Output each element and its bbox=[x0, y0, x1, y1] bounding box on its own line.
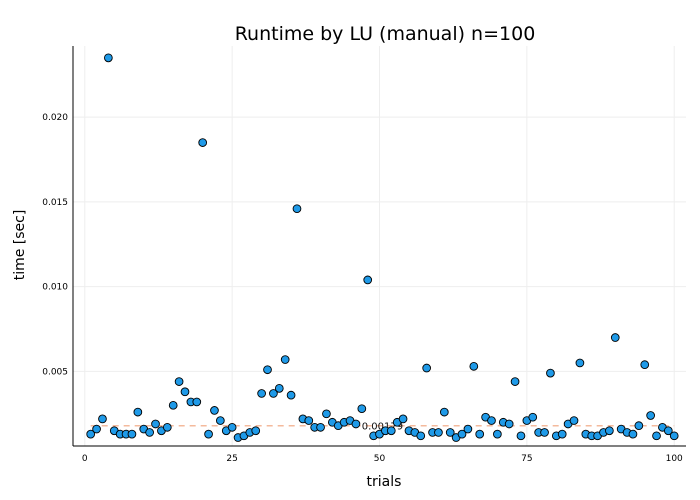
x-tick-label: 75 bbox=[521, 454, 532, 464]
data-point bbox=[304, 416, 314, 425]
data-point bbox=[528, 412, 538, 422]
data-point bbox=[634, 421, 644, 431]
axes bbox=[72, 46, 686, 447]
data-point bbox=[363, 275, 373, 285]
data-point bbox=[322, 409, 331, 419]
y-tick-label: 0.010 bbox=[42, 283, 68, 293]
data-point bbox=[127, 429, 137, 439]
y-tick-label: 0.015 bbox=[42, 198, 68, 208]
x-tick-label: 100 bbox=[666, 454, 683, 464]
data-point bbox=[257, 389, 266, 398]
data-point bbox=[162, 423, 172, 432]
data-point bbox=[174, 377, 184, 386]
data-point bbox=[605, 426, 614, 436]
data-point bbox=[546, 368, 555, 378]
data-point bbox=[92, 424, 101, 434]
data-point bbox=[569, 416, 579, 425]
x-axis-label: trials bbox=[367, 474, 402, 490]
data-point bbox=[628, 429, 638, 439]
y-axis-label: time [sec] bbox=[12, 210, 28, 281]
data-point bbox=[286, 390, 296, 400]
data-point bbox=[669, 431, 679, 441]
data-point bbox=[510, 377, 520, 386]
data-point bbox=[180, 387, 190, 397]
data-point bbox=[269, 389, 278, 398]
data-point bbox=[216, 416, 225, 425]
data-point bbox=[204, 429, 213, 439]
data-point bbox=[145, 428, 154, 437]
data-point bbox=[192, 397, 202, 407]
data-point bbox=[457, 429, 467, 439]
data-point bbox=[227, 423, 237, 432]
data-point bbox=[98, 414, 107, 424]
data-point bbox=[357, 404, 367, 414]
data-point bbox=[469, 361, 479, 371]
median-line-group: 0.00179 bbox=[90, 421, 675, 432]
chart-title: Runtime by LU (manual) n=100 bbox=[235, 23, 536, 45]
data-point bbox=[86, 429, 96, 439]
data-point bbox=[168, 400, 178, 410]
data-point bbox=[575, 358, 585, 368]
x-tick-label: 25 bbox=[226, 454, 237, 464]
data-point bbox=[151, 419, 160, 429]
data-point bbox=[198, 138, 208, 147]
tick-labels: 0 25 50 75 100 0.005 0.010 0.015 0.020 bbox=[42, 113, 683, 464]
data-point bbox=[416, 431, 426, 441]
data-point bbox=[263, 365, 272, 375]
grid bbox=[73, 46, 686, 446]
data-point bbox=[516, 431, 526, 441]
data-point bbox=[274, 384, 284, 393]
x-tick-label: 50 bbox=[374, 454, 386, 464]
data-point bbox=[434, 428, 443, 437]
data-point bbox=[351, 419, 361, 429]
data-point bbox=[133, 407, 143, 417]
y-tick-label: 0.005 bbox=[42, 367, 68, 377]
data-point bbox=[652, 431, 661, 441]
data-point bbox=[663, 426, 673, 436]
data-point bbox=[540, 428, 549, 437]
data-point bbox=[439, 407, 449, 417]
data-point bbox=[316, 423, 325, 432]
data-point bbox=[610, 333, 620, 342]
data-point bbox=[280, 355, 290, 364]
data-point bbox=[422, 363, 432, 373]
data-point bbox=[475, 429, 485, 439]
data-point bbox=[487, 416, 496, 425]
median-label: 0.00179 bbox=[362, 421, 403, 432]
data-point bbox=[493, 429, 502, 439]
data-point bbox=[210, 406, 219, 415]
y-tick-label: 0.020 bbox=[42, 113, 68, 123]
data-points bbox=[86, 53, 679, 442]
data-point bbox=[251, 426, 261, 436]
data-point bbox=[398, 414, 408, 424]
x-tick-label: 0 bbox=[82, 454, 88, 464]
data-point bbox=[646, 411, 655, 420]
data-point bbox=[104, 53, 113, 63]
data-point bbox=[292, 204, 302, 214]
data-point bbox=[557, 429, 567, 439]
data-point bbox=[504, 419, 514, 429]
data-point bbox=[463, 424, 473, 434]
data-point bbox=[640, 360, 650, 369]
data-point bbox=[386, 426, 396, 436]
data-point bbox=[445, 428, 455, 437]
